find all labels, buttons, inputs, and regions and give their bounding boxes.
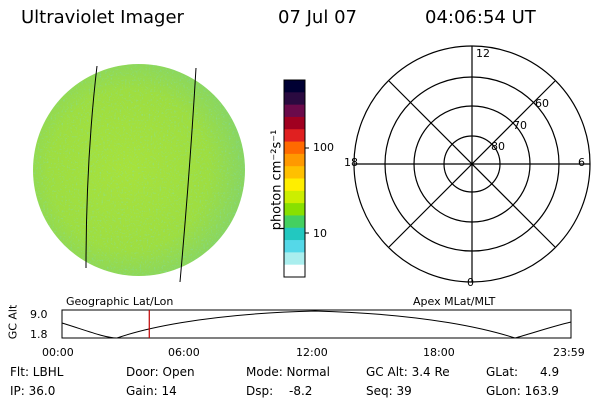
info-seq: Seq: 39 [366,384,412,398]
colorbar-band [284,153,305,167]
colorbar-band [284,240,305,253]
info-dsp-label: Dsp: [246,384,274,398]
info-gc-alt: GC Alt: 3.4 Re [366,365,450,379]
timeline-right-title: Apex MLat/MLT [413,295,496,308]
colorbar-tick-100: 100 [313,141,334,154]
info-mode: Mode: Normal [246,365,330,379]
mlt-label-12: 12 [476,47,490,60]
mlat-label-80: 80 [491,140,505,153]
colorbar-band [284,203,305,217]
info-glat-value: 4.9 [540,365,560,379]
mlt-label-0: 0 [467,276,474,289]
info-glon: GLon: 163.9 [486,384,559,398]
timeline-y-tick-9: 9.0 [30,308,48,321]
colorbar-band [284,227,305,241]
colorbar-band [284,129,305,143]
timeline-x-tick-0600: 06:00 [168,346,200,359]
colorbar-band [284,166,305,180]
info-gain: Gain: 14 [126,384,177,398]
timeline-x-tick-1800: 18:00 [423,346,455,359]
colorbar-band [284,80,305,93]
mlat-label-70: 70 [513,119,527,132]
colorbar-band [284,104,305,118]
timeline-x-tick-2359: 23:59 [553,346,585,359]
info-ip: IP: 36.0 [10,384,56,398]
geographic-meridian-line [179,67,197,283]
observation-date: 07 Jul 07 [278,7,357,28]
mlt-label-6: 6 [578,156,585,169]
colorbar-band [284,116,305,130]
geographic-meridian-line [85,65,98,269]
colorbar-band [284,264,305,278]
info-filter: Flt: LBHL [10,365,64,379]
colorbar-band [284,141,305,155]
timeline-left-title: Geographic Lat/Lon [66,295,174,308]
timeline-x-tick-1200: 12:00 [296,346,328,359]
colorbar-band [284,215,305,229]
timeline-x-tick-0000: 00:00 [42,346,74,359]
instrument-title: Ultraviolet Imager [21,7,184,28]
colorbar-band [284,252,305,266]
mlat-label-60: 60 [535,97,549,110]
altitude-curve [61,310,572,339]
timeline-y-tick-1-8: 1.8 [30,328,48,341]
info-door: Door: Open [126,365,195,379]
info-dsp-value: -8.2 [289,384,313,398]
colorbar-band [284,190,305,204]
info-glat-label: GLat: [486,365,519,379]
observation-time: 04:06:54 UT [425,7,536,28]
colorbar-band [284,178,305,192]
mlt-label-18: 18 [344,156,358,169]
colorbar-tick-10: 10 [313,227,327,240]
colorbar-band [284,92,305,106]
colorbar [283,79,309,278]
